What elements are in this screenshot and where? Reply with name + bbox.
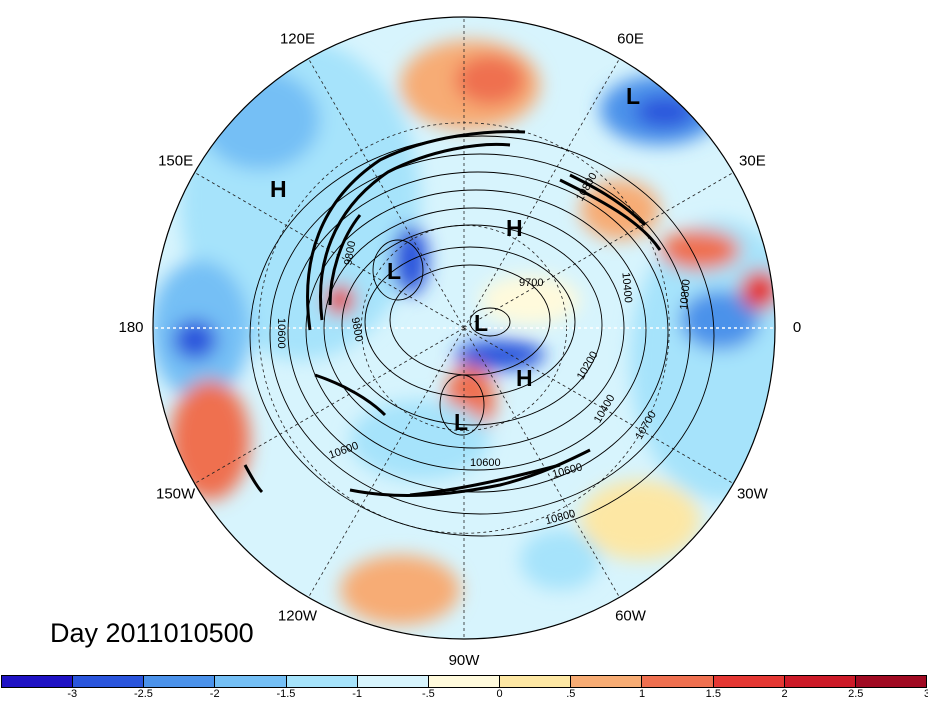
colorbar-segment xyxy=(500,676,572,687)
pressure-low-label: L xyxy=(626,83,640,109)
plot-title: Day 2011010500 xyxy=(50,618,254,648)
colorbar-segment xyxy=(144,676,216,687)
meridian-line xyxy=(308,327,465,598)
map-boundary xyxy=(152,16,776,640)
contour-label: 10600 xyxy=(275,318,287,349)
pressure-low-label: L xyxy=(454,409,468,435)
contour-label: 10600 xyxy=(470,457,501,469)
colorbar xyxy=(1,675,927,688)
meridian-line xyxy=(194,327,465,484)
pressure-low-label: L xyxy=(387,258,401,284)
colorbar-segment xyxy=(286,676,358,687)
colorbar-segment xyxy=(215,676,287,687)
colorbar-tick-label: -2.5 xyxy=(133,688,153,700)
colorbar-segment xyxy=(784,676,856,687)
longitude-label: 90E xyxy=(451,0,478,3)
height-contours xyxy=(249,135,715,537)
meridian-line xyxy=(463,172,734,329)
contour-label: 10800 xyxy=(678,279,693,311)
colorbar-tick-label: -1.5 xyxy=(276,688,296,700)
colorbar-tick-label: 3 xyxy=(923,688,928,700)
jet-contours xyxy=(243,130,662,497)
longitude-label: 0 xyxy=(793,319,801,336)
meridian-line xyxy=(463,58,620,329)
colorbar-tick-label: -2 xyxy=(209,688,220,700)
pressure-high-label: H xyxy=(270,176,287,202)
colorbar-segment xyxy=(713,676,785,687)
colorbar-tick-label: 2 xyxy=(781,688,788,700)
pressure-high-label: H xyxy=(516,365,533,391)
meridian-line xyxy=(308,58,465,329)
longitude-label: 30E xyxy=(739,152,766,169)
meridian-line xyxy=(194,172,465,329)
colorbar-tick-label: -3 xyxy=(67,688,78,700)
colorbar-tick-label: -.5 xyxy=(421,688,435,700)
graticule xyxy=(153,17,775,639)
longitude-label: 120W xyxy=(278,607,318,624)
contour-label: 9700 xyxy=(519,277,543,289)
meridian-line xyxy=(463,327,620,598)
colorbar-tick-label: .5 xyxy=(566,688,576,700)
colorbar-tick-label: 1.5 xyxy=(705,688,721,700)
longitude-label: 60W xyxy=(615,607,647,624)
colorbar-tick-label: -1 xyxy=(352,688,363,700)
colorbar-segment xyxy=(428,676,501,687)
contour-label: 9800 xyxy=(342,240,358,266)
colorbar-tick-label: 1 xyxy=(639,688,646,700)
colorbar-segment xyxy=(642,676,714,687)
colorbar-tick-labels: -3 -2.5 -2 -1.5 -1 -.5 0 .5 1 1.5 2 2.5 3 xyxy=(1,688,928,702)
colorbar-segment xyxy=(855,676,927,687)
colorbar-tick-label: 0 xyxy=(496,688,503,700)
colorbar-segment xyxy=(2,676,74,687)
longitude-label: 120E xyxy=(280,31,315,48)
meridian-line xyxy=(463,327,734,484)
contour-label: 9800 xyxy=(349,316,365,342)
contour-label: 10400 xyxy=(619,272,634,304)
longitude-label: 150W xyxy=(156,485,196,502)
pressure-high-label: H xyxy=(506,215,523,241)
pressure-low-label: L xyxy=(474,310,488,336)
colorbar-segment xyxy=(73,676,145,687)
longitude-label: 90W xyxy=(449,652,481,669)
longitude-label: 150E xyxy=(158,152,193,169)
longitude-label: 180 xyxy=(118,319,143,336)
colorbar-segment xyxy=(357,676,429,687)
anomaly-field xyxy=(153,17,775,639)
longitude-label: 30W xyxy=(737,485,769,502)
longitude-labels: 90E 60E 30E 0 30W 60W 90W 120W 150W 180 150E 120E xyxy=(118,0,801,669)
pressure-centers: L H H L L H L xyxy=(270,83,640,435)
longitude-label: 60E xyxy=(617,31,644,48)
colorbar-segment xyxy=(571,676,643,687)
colorbar-tick-label: 2.5 xyxy=(848,688,864,700)
